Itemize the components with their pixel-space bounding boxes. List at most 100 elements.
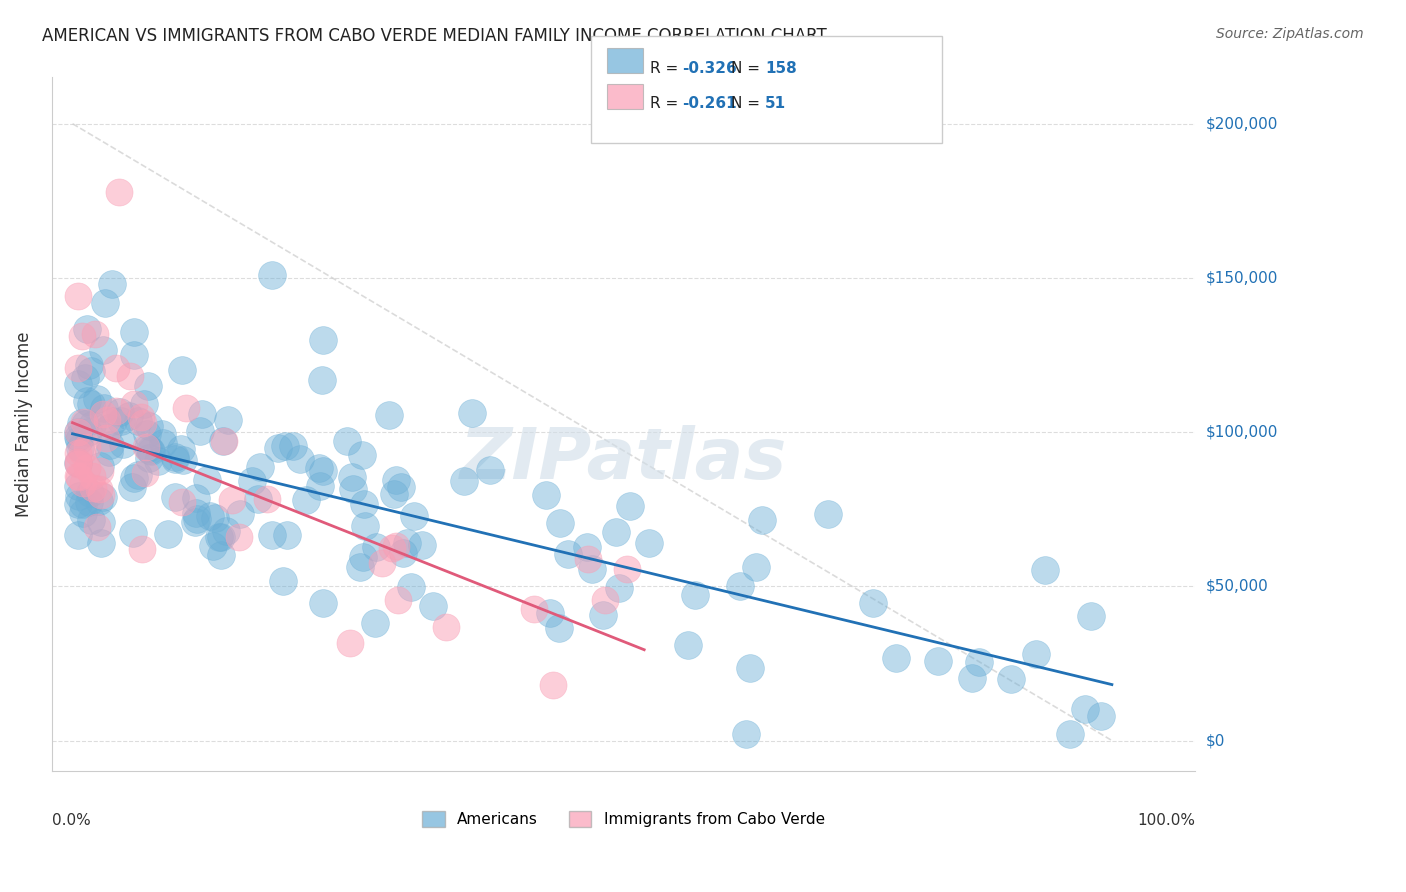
- Point: [67, 470, 90, 484]
- Point: [399, 580, 422, 594]
- Point: [260, 268, 283, 282]
- Point: [136, 427, 159, 442]
- Point: [112, 436, 135, 450]
- Point: [66, 425, 89, 439]
- Point: [150, 427, 173, 442]
- Point: [79, 358, 101, 372]
- Text: 158: 158: [765, 61, 797, 76]
- Point: [538, 607, 561, 621]
- Point: [108, 185, 131, 199]
- Point: [76, 460, 98, 475]
- Point: [66, 360, 89, 375]
- Point: [79, 363, 101, 377]
- Point: [91, 343, 114, 358]
- Point: [340, 470, 363, 484]
- Point: [72, 506, 94, 520]
- Point: [76, 322, 98, 336]
- Point: [174, 401, 197, 415]
- Point: [593, 593, 616, 607]
- Point: [127, 467, 149, 482]
- Point: [100, 438, 122, 452]
- Point: [132, 416, 155, 430]
- Point: [66, 527, 89, 541]
- Point: [122, 348, 145, 362]
- Point: [371, 556, 394, 570]
- Point: [311, 373, 333, 387]
- Point: [1025, 647, 1047, 661]
- Point: [89, 464, 111, 478]
- Point: [89, 483, 111, 497]
- Point: [308, 479, 330, 493]
- Point: [391, 546, 413, 560]
- Point: [93, 401, 115, 416]
- Point: [66, 497, 89, 511]
- Point: [246, 492, 269, 507]
- Point: [72, 329, 94, 343]
- Point: [172, 453, 194, 467]
- Point: [1000, 672, 1022, 686]
- Point: [118, 409, 141, 423]
- Point: [69, 442, 91, 456]
- Point: [1090, 708, 1112, 723]
- Text: 0.0%: 0.0%: [52, 813, 90, 828]
- Point: [94, 431, 117, 445]
- Point: [138, 379, 160, 393]
- Point: [557, 547, 579, 561]
- Point: [385, 539, 408, 553]
- Point: [67, 479, 90, 493]
- Point: [98, 421, 121, 435]
- Point: [93, 407, 115, 421]
- Point: [163, 490, 186, 504]
- Point: [198, 508, 221, 523]
- Point: [411, 537, 433, 551]
- Point: [75, 417, 97, 431]
- Point: [96, 413, 118, 427]
- Point: [735, 727, 758, 741]
- Point: [336, 434, 359, 449]
- Point: [138, 418, 160, 433]
- Point: [66, 456, 89, 470]
- Point: [862, 596, 884, 610]
- Point: [191, 407, 214, 421]
- Point: [308, 460, 330, 475]
- Point: [138, 450, 160, 465]
- Point: [87, 493, 110, 508]
- Point: [276, 528, 298, 542]
- Point: [90, 535, 112, 549]
- Text: 100.0%: 100.0%: [1137, 813, 1195, 828]
- Point: [1080, 609, 1102, 624]
- Point: [1059, 727, 1081, 741]
- Point: [76, 394, 98, 409]
- Point: [422, 599, 444, 614]
- Point: [339, 636, 361, 650]
- Point: [105, 360, 128, 375]
- Point: [312, 333, 335, 347]
- Legend: Americans, Immigrants from Cabo Verde: Americans, Immigrants from Cabo Verde: [416, 805, 831, 833]
- Point: [77, 495, 100, 509]
- Point: [354, 518, 377, 533]
- Point: [262, 527, 284, 541]
- Point: [242, 475, 264, 489]
- Point: [100, 277, 122, 291]
- Text: -0.261: -0.261: [682, 96, 737, 112]
- Point: [738, 660, 761, 674]
- Point: [186, 511, 208, 525]
- Point: [228, 530, 250, 544]
- Point: [66, 469, 89, 483]
- Point: [288, 451, 311, 466]
- Text: N =: N =: [731, 96, 770, 112]
- Point: [550, 516, 572, 531]
- Text: $0: $0: [1206, 733, 1226, 748]
- Point: [312, 596, 335, 610]
- Point: [312, 464, 335, 478]
- Point: [619, 499, 641, 513]
- Point: [215, 524, 238, 539]
- Point: [77, 425, 100, 439]
- Point: [66, 457, 89, 471]
- Point: [121, 526, 143, 541]
- Point: [80, 513, 103, 527]
- Point: [118, 369, 141, 384]
- Point: [460, 406, 482, 420]
- Point: [86, 392, 108, 407]
- Point: [927, 654, 949, 668]
